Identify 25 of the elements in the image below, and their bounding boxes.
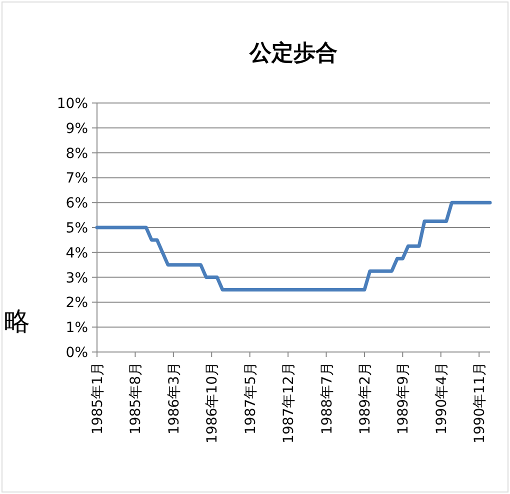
x-tick-label: 1986年10月 <box>204 362 221 444</box>
chart-title: 公定歩合 <box>248 40 338 66</box>
y-tick-label: 3% <box>66 270 88 286</box>
x-tick-label: 1988年7月 <box>319 362 336 435</box>
x-tick-label: 1985年1月 <box>90 362 106 435</box>
y-tick-label: 1% <box>66 320 88 336</box>
y-tick-label: 7% <box>66 170 88 187</box>
x-tick-label: 1989年9月 <box>396 362 412 435</box>
y-tick-label: 5% <box>66 220 88 236</box>
y-tick-label: 9% <box>66 120 88 137</box>
x-tick-label: 1987年12月 <box>281 362 298 444</box>
x-tick-label: 1990年11月 <box>472 362 488 444</box>
y-tick-label: 10% <box>56 96 88 112</box>
y-tick-label: 2% <box>66 295 88 312</box>
y-tick-label: 8% <box>66 146 88 162</box>
x-tick-label: 1987年5月 <box>242 362 259 435</box>
x-tick-label: 1989年2月 <box>357 362 374 435</box>
x-tick-label: 1986年3月 <box>166 362 182 435</box>
x-tick-label: 1990年4月 <box>434 362 450 435</box>
y-tick-label: 4% <box>66 245 88 262</box>
y-tick-label: 6% <box>66 196 88 212</box>
x-tick-label: 1985年8月 <box>128 362 144 435</box>
y-tick-label: 0% <box>66 345 88 361</box>
text: 略 <box>4 307 30 337</box>
line-series <box>95 200 492 292</box>
